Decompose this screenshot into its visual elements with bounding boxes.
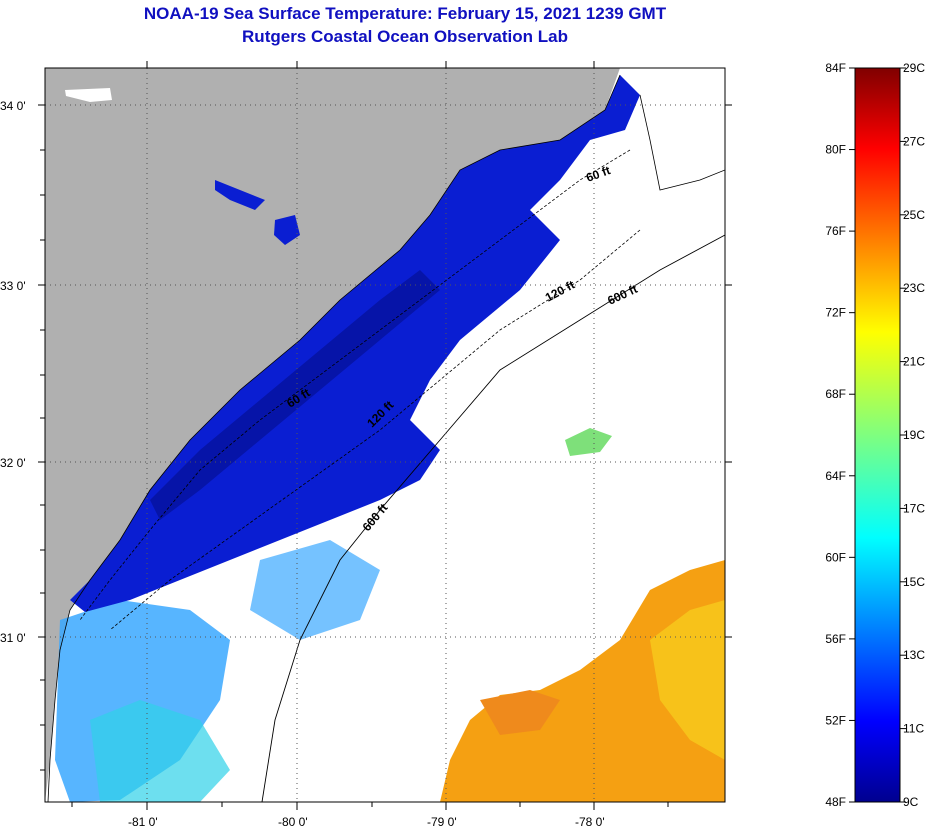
axis-ticks bbox=[38, 61, 732, 810]
graticule bbox=[45, 68, 725, 802]
colorbar-c-label: 13C bbox=[903, 648, 925, 662]
contour-600ft bbox=[261, 234, 725, 802]
inland-lake bbox=[274, 215, 300, 245]
colorbar-f-label: 48F bbox=[825, 795, 846, 809]
map-subtitle: Rutgers Coastal Ocean Observation Lab bbox=[242, 27, 568, 46]
inland-marker bbox=[65, 88, 112, 102]
colorbar-f-label: 68F bbox=[825, 387, 846, 401]
lon-label: -78 0' bbox=[575, 815, 605, 829]
colorbar-f-label: 80F bbox=[825, 143, 846, 157]
colorbar-c-label: 19C bbox=[903, 428, 925, 442]
cool-offshore-patch bbox=[250, 540, 380, 640]
colorbar-c-label: 15C bbox=[903, 575, 925, 589]
green-water-patch bbox=[565, 428, 612, 456]
colorbar-c-label: 9C bbox=[903, 795, 919, 809]
colorbar-f-label: 52F bbox=[825, 713, 846, 727]
coastline bbox=[47, 74, 621, 802]
colorbar-c-label: 23C bbox=[903, 281, 925, 295]
colorbar-c-label: 29C bbox=[903, 61, 925, 75]
colorbar-ticks: 84F 80F 76F 72F 68F 64F 60F 56F 52F 48F 29C 27C 25C 2… bbox=[825, 61, 925, 809]
lat-label: 34 0' bbox=[0, 99, 26, 113]
colorbar-f-label: 84F bbox=[825, 61, 846, 75]
cyan-shelf-water bbox=[90, 700, 230, 802]
colorbar-c-label: 27C bbox=[903, 134, 925, 148]
contour-60ft bbox=[79, 149, 631, 621]
gulf-stream-yellow-water bbox=[650, 600, 725, 760]
colorbar-f-label: 60F bbox=[825, 550, 846, 564]
land-area bbox=[45, 68, 620, 802]
coastline-nc bbox=[639, 94, 725, 191]
lat-label: 32 0' bbox=[0, 456, 26, 470]
deep-blue-inner bbox=[150, 270, 440, 520]
colorbar-f-label: 64F bbox=[825, 469, 846, 483]
colorbar-f-label: 76F bbox=[825, 224, 846, 238]
colorbar-c-label: 25C bbox=[903, 208, 925, 222]
colorbar-f-label: 72F bbox=[825, 306, 846, 320]
map-title: NOAA-19 Sea Surface Temperature: Februar… bbox=[143, 4, 667, 23]
colorbar-c-label: 21C bbox=[903, 355, 925, 369]
lon-label: -80 0' bbox=[278, 815, 308, 829]
lon-label: -81 0' bbox=[128, 815, 158, 829]
colorbar-c-label: 11C bbox=[903, 722, 924, 736]
inland-water-1 bbox=[215, 180, 265, 210]
lon-label: -79 0' bbox=[427, 815, 457, 829]
colorbar-gradient bbox=[854, 67, 901, 803]
colorbar-f-label: 56F bbox=[825, 632, 846, 646]
lat-label: 31 0' bbox=[0, 631, 26, 645]
map-frame-content: 60 ft 120 ft 600 ft 60 ft 120 ft 600 ft bbox=[45, 68, 725, 802]
lat-label: 33 0' bbox=[0, 279, 26, 293]
gulf-stream-warm-patch bbox=[480, 690, 560, 735]
gulf-stream-warm-water bbox=[440, 560, 725, 802]
colorbar-c-label: 17C bbox=[903, 501, 925, 515]
map-border bbox=[44, 67, 726, 803]
